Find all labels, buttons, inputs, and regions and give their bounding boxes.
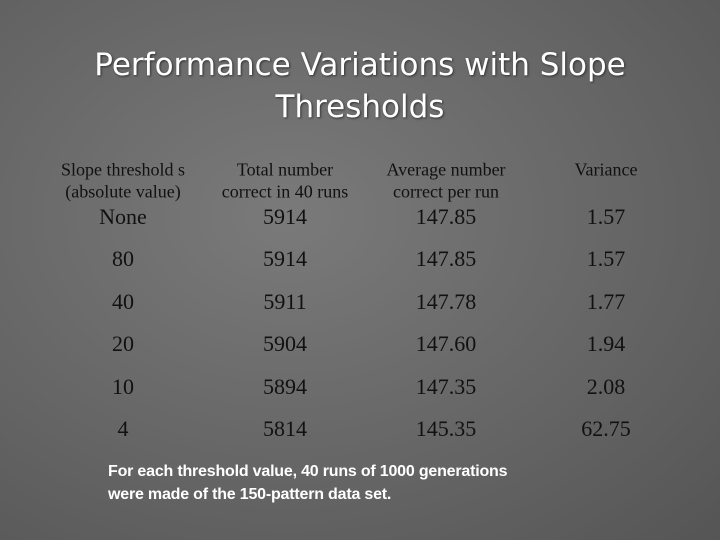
table-header: Variance — [574, 159, 638, 180]
table-header: Total number — [236, 159, 334, 180]
table-header: correct per run — [393, 181, 499, 202]
slide-title: Performance Variations with Slope Thresh… — [94, 47, 626, 125]
table-cell: 147.85 — [415, 204, 477, 229]
footnote: For each threshold value, 40 runs of 100… — [108, 463, 508, 480]
footnote: were made of the 150-pattern data set. — [108, 486, 392, 503]
table-cell: 2.08 — [586, 373, 626, 399]
table-cell: 5911 — [263, 288, 307, 314]
table-cell: 80 — [112, 246, 134, 272]
table-cell: 145.35 — [415, 416, 477, 441]
table-header: Slope threshold s — [61, 159, 185, 180]
table-cell: 147.60 — [415, 331, 477, 357]
table-header: correct in 40 runs — [221, 181, 349, 202]
table-cell: None — [99, 204, 147, 229]
table-cell: 1.57 — [586, 204, 626, 229]
table-header: (absolute value) — [65, 181, 181, 202]
table-cell: 1.57 — [586, 246, 626, 272]
table-cell: 5914 — [263, 204, 307, 229]
table-cell: 40 — [112, 288, 134, 314]
table-cell: 10 — [112, 373, 134, 399]
table-header: Average number — [386, 159, 506, 180]
table-cell: 147.35 — [415, 373, 477, 399]
table-cell: 5914 — [263, 246, 307, 272]
table-cell: 147.78 — [415, 288, 477, 314]
table-cell: 147.85 — [415, 246, 477, 272]
table-cell: 5814 — [263, 416, 307, 441]
table-cell: 5904 — [263, 331, 307, 357]
table-cell: 1.77 — [586, 288, 626, 314]
table-cell: 20 — [112, 331, 134, 357]
table-cell: 62.75 — [581, 416, 631, 441]
table-cell: 1.94 — [586, 331, 626, 357]
table-cell: 4 — [117, 416, 129, 441]
table-cell: 5894 — [263, 373, 307, 399]
